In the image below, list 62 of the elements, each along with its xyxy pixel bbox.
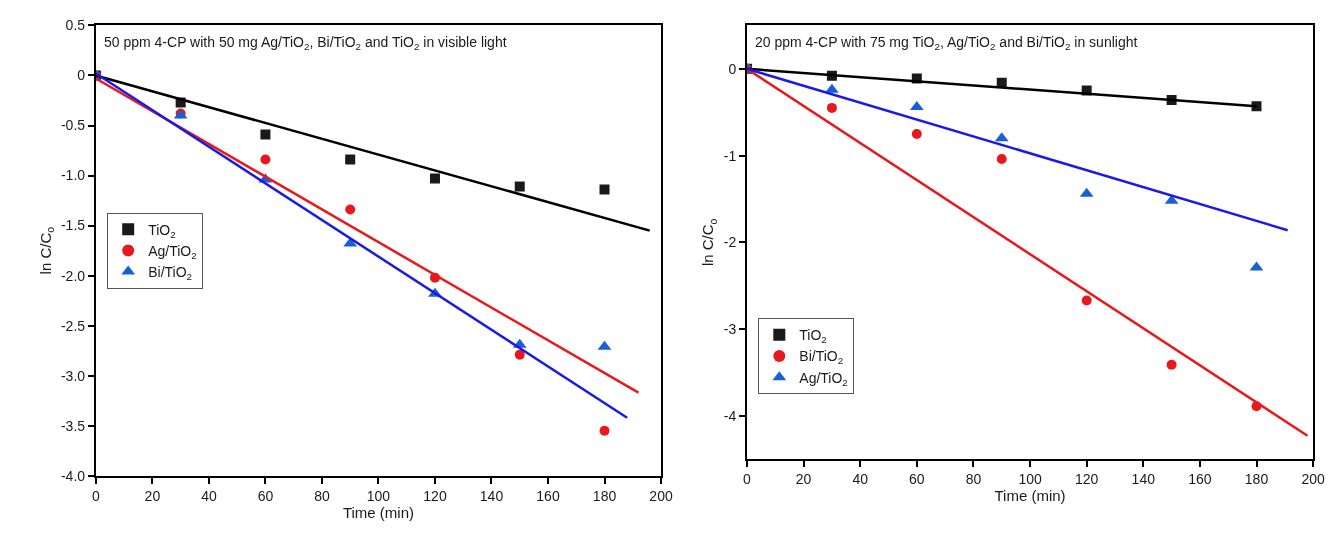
- x-tick-label: 180: [592, 487, 617, 504]
- x-axis-title: Time (min): [994, 487, 1066, 505]
- point: [826, 102, 837, 113]
- x-tick-label: 200: [1301, 471, 1326, 488]
- x-tick-label: 140: [1131, 471, 1156, 488]
- point: [1166, 359, 1177, 370]
- x-tick-label: 140: [479, 487, 504, 504]
- legend-label: Bi/TiO$_{2}$: [799, 348, 844, 367]
- x-tick-label: 60: [257, 487, 274, 504]
- x-tick-label: 80: [314, 487, 330, 504]
- y-tick-label: -4.0: [60, 467, 86, 484]
- point: [599, 184, 610, 195]
- legend-label: TiO$_{2}$: [799, 327, 827, 346]
- legend-label: Bi/TiO$_{2}$: [148, 264, 193, 283]
- x-tick-label: 80: [965, 471, 982, 488]
- x-tick-label: 40: [852, 471, 869, 488]
- x-tick-label: 160: [536, 487, 560, 504]
- x-tick-label: 120: [423, 487, 447, 504]
- y-tick-label: -3: [723, 321, 737, 338]
- point: [345, 154, 356, 165]
- y-tick-label: -0.5: [60, 117, 86, 134]
- x-tick-label: 60: [909, 471, 925, 488]
- x-tick-label: 20: [795, 471, 812, 488]
- x-tick-label: 20: [144, 487, 161, 504]
- text: 20 ppm 4-CP with 75 mg TiO$_{2}$, Ag/TiO$_{2}$ and Bi/TiO$_{2}$ in sunlight: [755, 34, 1138, 52]
- legend-label: TiO$_{2}$: [148, 221, 176, 240]
- point: [514, 181, 525, 192]
- point: [429, 173, 440, 184]
- point: [911, 128, 922, 139]
- y-tick-label: -2: [723, 234, 737, 251]
- point: [345, 204, 356, 215]
- y-tick-label: -3.0: [60, 367, 86, 384]
- point: [996, 154, 1007, 165]
- legend-label: Ag/TiO$_{2}$: [799, 369, 848, 388]
- point: [599, 425, 610, 436]
- x-tick-label: 0: [91, 487, 100, 504]
- y-tick-label: -2.5: [60, 317, 86, 334]
- x-tick-label: 100: [1018, 471, 1042, 488]
- x-tick-label: 160: [1188, 471, 1212, 488]
- x-tick-label: 120: [1074, 471, 1099, 488]
- y-tick-label: -1.0: [60, 167, 86, 184]
- y-tick-label: 0: [728, 60, 737, 77]
- y-tick-label: -4: [723, 407, 737, 424]
- text: 50 ppm 4-CP with 50 mg Ag/TiO$_{2}$, Bi/TiO$_{2}$ and TiO$_{2}$ in visible light: [104, 34, 507, 52]
- x-tick-label: 180: [1244, 471, 1269, 488]
- y-tick-label: -2.0: [60, 267, 86, 284]
- point: [514, 349, 525, 360]
- x-tick-label: 40: [201, 487, 217, 504]
- point: [260, 154, 271, 165]
- x-tick-label: 100: [366, 487, 391, 504]
- x-axis-title: Time (min): [342, 503, 415, 521]
- y-tick-label: -1.5: [60, 217, 86, 234]
- y-tick-label: 0: [77, 67, 86, 84]
- legend-label: Ag/TiO$_{2}$: [148, 242, 197, 261]
- point: [1081, 295, 1092, 306]
- y-tick-label: 0.5: [65, 17, 86, 34]
- y-tick-label: -1: [723, 147, 737, 164]
- x-tick-label: 200: [649, 487, 673, 504]
- point: [260, 129, 271, 140]
- point: [1251, 101, 1262, 112]
- y-tick-label: -3.5: [60, 417, 86, 434]
- x-tick-label: 0: [743, 471, 752, 488]
